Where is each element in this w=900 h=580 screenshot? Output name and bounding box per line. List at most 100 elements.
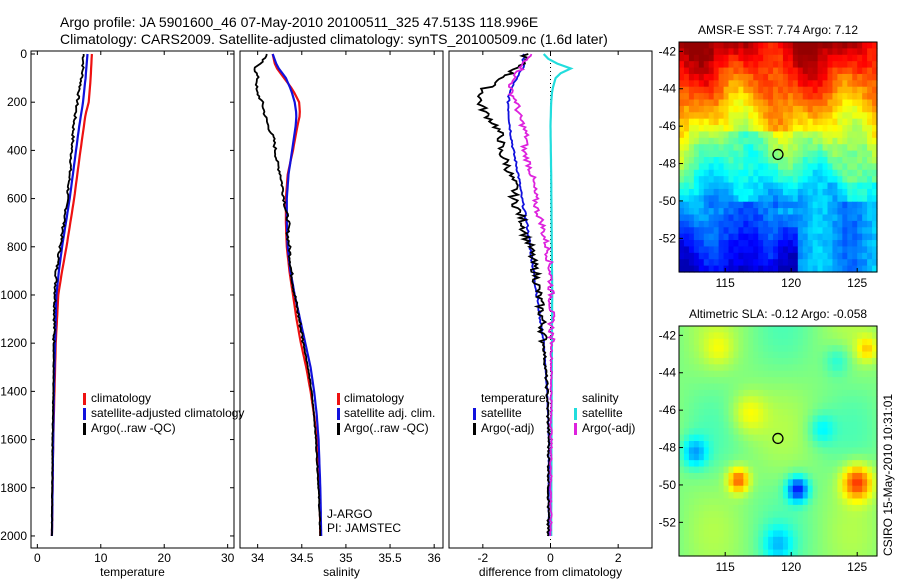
heatmap-cell [703,421,710,429]
heatmap-cell [778,434,784,442]
heatmap-cell [852,157,858,164]
heatmap-cell [867,421,873,429]
heatmap-cell [728,61,735,69]
heatmap-cell [847,169,853,177]
heatmap-cell [763,549,769,557]
heatmap-cell [778,233,784,241]
heatmap-cell [797,54,804,62]
heatmap-cell [807,441,814,448]
heatmap-cell [713,99,720,107]
heatmap-cell [837,80,843,88]
heatmap-cell [832,208,838,216]
heatmap-cell [822,441,829,448]
heatmap-cell [867,240,873,248]
heatmap-cell [872,67,878,75]
heatmap-cell [679,485,685,493]
heatmap-cell [733,61,739,69]
heatmap-cell [872,549,878,557]
heatmap-cell [728,447,735,455]
heatmap-cell [688,530,695,538]
heatmap-cell [827,409,834,417]
heatmap-cell [723,377,730,385]
heatmap-cell [852,402,858,410]
heatmap-cell [778,208,784,216]
heatmap-cell [728,188,735,196]
heatmap-cell [842,447,848,455]
heatmap-cell [703,214,710,222]
heatmap-cell [748,42,754,49]
heatmap-cell [773,125,779,133]
heatmap-cell [688,383,695,391]
heatmap-cell [698,259,705,267]
heatmap-cell [688,517,695,525]
heatmap-cell [867,42,873,49]
heatmap-cell [852,67,858,75]
sla-map-axes [678,325,878,557]
heatmap-cell [738,67,744,75]
heatmap-cell [778,472,784,480]
heatmap-cell [713,131,720,139]
heatmap-cell [698,227,705,235]
heatmap-cell [787,479,794,487]
heatmap-cell [698,233,705,241]
heatmap-cell [792,195,799,203]
heatmap-cell [683,472,690,480]
heatmap-cell [748,332,754,340]
heatmap-cell [763,61,769,69]
heatmap-cell [768,131,774,139]
heatmap-cell [792,434,799,442]
heatmap-cell [693,252,700,260]
heatmap-cell [812,195,819,203]
heatmap-cell [857,169,863,177]
heatmap-cell [872,54,878,62]
heatmap-cell [847,524,853,532]
heatmap-cell [718,195,725,203]
heatmap-cell [812,265,819,273]
heatmap-cell [822,252,829,260]
y-tick-label: 1000 [0,288,27,302]
heatmap-cell [688,441,695,448]
heatmap-cell [867,453,873,461]
heatmap-cell [753,182,759,190]
heatmap-cell [683,498,690,506]
heatmap-cell [817,421,824,429]
heatmap-cell [693,409,700,417]
heatmap-cell [708,428,715,436]
heatmap-cell [723,415,730,423]
heatmap-cell [758,252,764,260]
heatmap-cell [812,144,819,152]
heatmap-cell [817,453,824,461]
heatmap-cell [768,338,774,346]
heatmap-cell [778,415,784,423]
heatmap-cell [718,144,725,152]
heatmap-cell [778,326,784,333]
annotation-program: J-ARGO [327,507,372,521]
heatmap-cell [822,377,829,385]
heatmap-cell [768,73,774,81]
heatmap-cell [837,265,843,273]
heatmap-cell [862,396,868,404]
heatmap-cell [713,220,720,228]
heatmap-cell [679,54,685,62]
heatmap-cell [857,61,863,69]
heatmap-cell [688,453,695,461]
heatmap-cell [827,144,834,152]
heatmap-cell [797,396,804,404]
heatmap-cell [842,80,848,88]
heatmap-cell [847,326,853,333]
heatmap-cell [748,326,754,333]
heatmap-cell [748,530,754,538]
heatmap-cell [812,112,819,120]
heatmap-cell [872,351,878,359]
heatmap-cell [698,524,705,532]
heatmap-cell [842,48,848,56]
legend-entry: satellite [481,406,522,420]
heatmap-cell [787,345,794,353]
heatmap-cell [782,402,789,410]
heatmap-cell [753,460,759,468]
heatmap-cell [842,536,848,544]
heatmap-cell [708,409,715,417]
heatmap-cell [778,479,784,487]
heatmap-cell [827,326,834,333]
heatmap-cell [802,447,809,455]
